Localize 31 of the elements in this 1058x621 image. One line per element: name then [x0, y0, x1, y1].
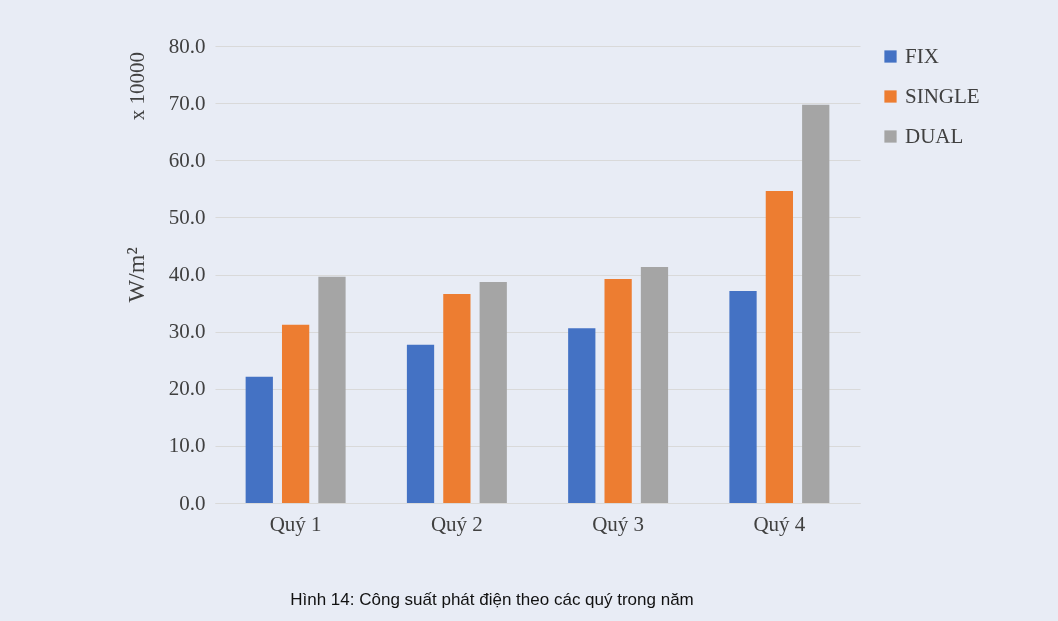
bar — [640, 267, 669, 503]
legend-label: SINGLE — [905, 83, 980, 108]
y-tick-label: 10.0 — [168, 433, 206, 458]
bar — [443, 293, 471, 503]
y-tick-label: 70.0 — [168, 90, 206, 115]
bar — [765, 191, 794, 503]
y-tick-label: 50.0 — [168, 204, 206, 229]
x-tick-label: Quý 4 — [753, 511, 806, 536]
x-tick-label: Quý 2 — [430, 511, 483, 536]
y-tick-label: 80.0 — [168, 33, 206, 58]
y-tick-label: 0.0 — [179, 490, 206, 515]
legend-label: DUAL — [905, 123, 964, 148]
y-tick-label: 20.0 — [168, 376, 206, 401]
text: Hình 14: Công suất phát điện theo các quý trong năm — [290, 590, 694, 609]
bar — [318, 276, 346, 503]
x-tick-label: Quý 3 — [592, 511, 645, 536]
bar — [281, 324, 310, 503]
bar — [568, 328, 596, 503]
bar — [479, 281, 507, 503]
bar — [245, 376, 273, 503]
y-tick-label: 40.0 — [168, 262, 206, 286]
bar — [729, 291, 757, 503]
y-axis-title: W/m² — [122, 247, 149, 303]
bar — [406, 344, 435, 503]
y-tick-label: 30.0 — [168, 319, 206, 344]
bar — [604, 279, 632, 503]
y-tick-label: 60.0 — [168, 147, 206, 172]
bar — [802, 104, 830, 503]
text: x 10000 — [125, 51, 149, 121]
x-tick-label: Quý 1 — [269, 511, 322, 536]
legend-label: FIX — [905, 43, 939, 68]
